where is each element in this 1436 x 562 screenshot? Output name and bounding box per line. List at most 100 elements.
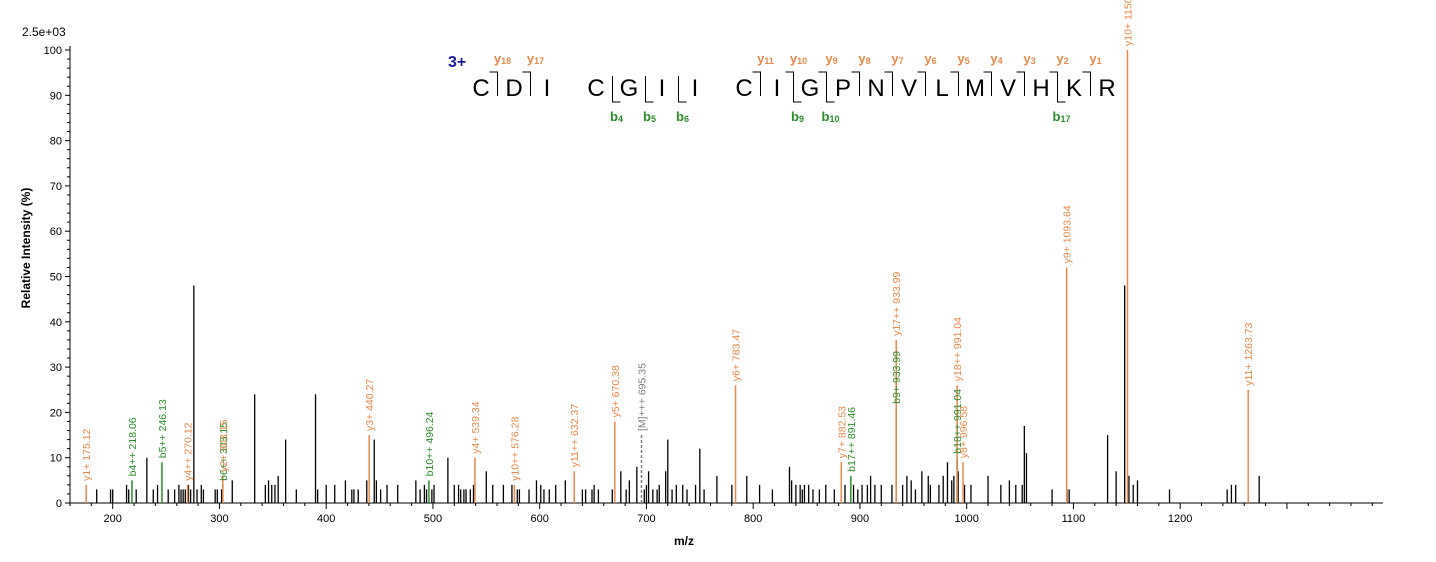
sequence-residue: M bbox=[965, 75, 985, 102]
x-axis-title: m/z bbox=[674, 534, 694, 548]
peak-label-b-ion: b4++ 218.06 bbox=[127, 417, 139, 476]
peak-label-y-ion: y7+ 882.53 bbox=[836, 406, 848, 458]
b-ion-label: b10 bbox=[822, 109, 840, 124]
y-tick-label: 90 bbox=[50, 90, 62, 102]
y-ion-bracket bbox=[522, 71, 531, 96]
peak-label-y-ion: y6+ 783.47 bbox=[731, 329, 743, 381]
y-ion-bracket bbox=[917, 71, 926, 96]
x-tick-label: 900 bbox=[851, 513, 869, 525]
b-ion-bracket bbox=[1057, 76, 1066, 103]
b-ion-bracket bbox=[678, 76, 687, 103]
x-tick-label: 400 bbox=[317, 513, 335, 525]
peak-label-y-ion: y9+ 1093.64 bbox=[1062, 205, 1074, 263]
sequence-residue: I bbox=[544, 75, 551, 102]
peak-label-y-ion: y2+ 303.15 bbox=[218, 419, 230, 471]
y-ion-label: y3 bbox=[1023, 51, 1035, 66]
y-tick-label: 50 bbox=[50, 272, 62, 284]
x-tick-label: 800 bbox=[744, 513, 762, 525]
peak-label-y-ion: y11+ 1263.73 bbox=[1243, 322, 1255, 385]
b-ion-label: b17 bbox=[1053, 109, 1071, 124]
peak-label-y-ion: y4++ 270.12 bbox=[183, 422, 195, 481]
y-ion-bracket bbox=[785, 71, 794, 96]
peak-label-b-ion: b9+ 933.99 bbox=[891, 351, 903, 404]
y-ion-bracket bbox=[1082, 71, 1091, 96]
peak-label-b-ion: b6++ 303.15 bbox=[218, 422, 230, 481]
x-tick-label: 1000 bbox=[954, 513, 978, 525]
b-ion-bracket bbox=[612, 76, 621, 103]
peak-label-precursor-ion: [M]+++ 695.35 bbox=[636, 363, 648, 431]
y-ion-label: y7 bbox=[891, 51, 903, 66]
y-ion-bracket bbox=[950, 71, 959, 96]
y-ion-bracket bbox=[818, 71, 827, 96]
y-tick-label: 100 bbox=[44, 45, 62, 57]
y-ion-label: y6 bbox=[924, 51, 936, 66]
peak-label-y-ion: y4+ 539.34 bbox=[470, 401, 482, 453]
peak-label-y-ion: y1+ 175.12 bbox=[81, 428, 93, 480]
peak-label-y-ion: y17++ 933.99 bbox=[891, 272, 903, 336]
sequence-residue: V bbox=[901, 75, 917, 102]
y-ion-bracket bbox=[752, 71, 761, 96]
peak-label-y-ion: y3+ 440.27 bbox=[364, 379, 376, 431]
sequence-residue: V bbox=[1000, 75, 1016, 102]
y-tick-label: 20 bbox=[50, 407, 62, 419]
peak-labels-layer: b4++ 218.06 b5++ 246.13 b6++ 303.15 b10++ 4… bbox=[81, 0, 1255, 481]
sequence-residue: I bbox=[692, 75, 699, 102]
sequence-residue: D bbox=[505, 75, 522, 102]
b-ion-bracket bbox=[826, 76, 835, 103]
sequence-residue: C bbox=[472, 75, 489, 102]
sequence-residue: H bbox=[1032, 75, 1049, 102]
x-tick-label: 1200 bbox=[1168, 513, 1192, 525]
x-tick-label: 700 bbox=[637, 513, 655, 525]
peak-label-b-ion: b17++ 891.46 bbox=[846, 407, 858, 472]
sequence-residue: L bbox=[935, 75, 948, 102]
peak-label-b-ion: b5++ 246.13 bbox=[157, 399, 169, 458]
b-ion-label: b5 bbox=[643, 109, 656, 124]
peak-label-y-ion: y18++ 991.04 bbox=[952, 317, 964, 381]
b-ion-bracket bbox=[793, 76, 802, 103]
charge-state: 3+ bbox=[448, 54, 466, 71]
axes: 0 10 20 30 40 50 60 70 80 90 100 200 300 400 500 600 700… bbox=[44, 45, 1383, 525]
b-ion-bracket bbox=[645, 76, 654, 103]
x-tick-label: 200 bbox=[104, 513, 122, 525]
y-axis-title: Relative Intensity (%) bbox=[19, 188, 33, 309]
peak-label-y-ion: y5+ 670.38 bbox=[610, 365, 622, 417]
y-ion-bracket bbox=[884, 71, 893, 96]
sequence-residue: I bbox=[659, 75, 666, 102]
y-tick-label: 10 bbox=[50, 453, 62, 465]
y-tick-label: 0 bbox=[56, 498, 62, 510]
intensity-scale-label: 2.5e+03 bbox=[22, 25, 66, 39]
sequence-residue: P bbox=[835, 75, 851, 102]
sequence-residue: R bbox=[1098, 75, 1115, 102]
sequence-residue: N bbox=[867, 75, 884, 102]
peak-label-y-ion: y10++ 576.28 bbox=[509, 416, 521, 480]
y-ion-bracket bbox=[1016, 71, 1025, 96]
peak-label-y-ion: y8+ 996.58 bbox=[958, 406, 970, 458]
y-tick-label: 60 bbox=[50, 226, 62, 238]
y-ion-bracket bbox=[489, 71, 498, 96]
y-tick-label: 80 bbox=[50, 136, 62, 148]
y-tick-label: 70 bbox=[50, 181, 62, 193]
y-ion-label: y4 bbox=[990, 51, 1002, 66]
x-tick-label: 600 bbox=[531, 513, 549, 525]
sequence-residue: C bbox=[587, 75, 604, 102]
y-ion-label: y2 bbox=[1056, 51, 1068, 66]
y-ion-label: y1 bbox=[1089, 51, 1101, 66]
peaks-layer bbox=[85, 50, 1260, 503]
b-ion-label: b6 bbox=[676, 109, 689, 124]
peak-label-y-ion: y10+ 1150.64 bbox=[1122, 0, 1134, 46]
x-tick-label: 1100 bbox=[1062, 513, 1086, 525]
y-ion-label: y18 bbox=[494, 51, 511, 66]
y-tick-label: 40 bbox=[50, 317, 62, 329]
b-ion-label: b4 bbox=[610, 109, 623, 124]
b-ion-label: b9 bbox=[791, 109, 804, 124]
y-ion-label: y9 bbox=[825, 51, 837, 66]
sequence-residue: C bbox=[735, 75, 752, 102]
peak-label-b-ion: b10++ 496.24 bbox=[424, 411, 436, 476]
y-tick-label: 30 bbox=[50, 362, 62, 374]
y-ion-bracket bbox=[983, 71, 992, 96]
y-ion-label: y5 bbox=[957, 51, 969, 66]
sequence-residue: K bbox=[1066, 75, 1082, 102]
y-ion-label: y17 bbox=[527, 51, 544, 66]
